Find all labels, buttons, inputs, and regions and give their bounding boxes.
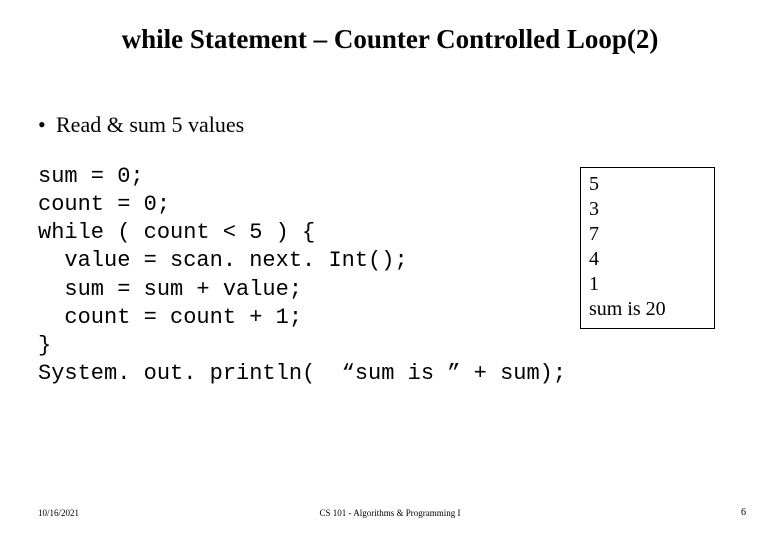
output-line: 5 — [589, 172, 706, 197]
output-line: 4 — [589, 247, 706, 272]
bullet-text: Read & sum 5 values — [56, 112, 244, 137]
code-line: sum = sum + value; — [38, 277, 302, 302]
output-line: 1 — [589, 272, 706, 297]
slide: while Statement – Counter Controlled Loo… — [0, 0, 780, 540]
bullet-item: •Read & sum 5 values — [38, 112, 244, 138]
output-line: 7 — [589, 222, 706, 247]
output-box: 5 3 7 4 1 sum is 20 — [580, 167, 715, 329]
footer-page-number: 6 — [741, 507, 746, 518]
bullet-marker: • — [38, 112, 56, 138]
code-line: value = scan. next. Int(); — [38, 248, 408, 273]
code-line: } — [38, 333, 51, 358]
footer-course: CS 101 - Algorithms & Programming I — [0, 508, 780, 518]
code-line: sum = 0; — [38, 164, 144, 189]
code-line: while ( count < 5 ) { — [38, 220, 315, 245]
code-block: sum = 0; count = 0; while ( count < 5 ) … — [38, 163, 566, 388]
code-line: count = 0; — [38, 192, 170, 217]
code-line: count = count + 1; — [38, 305, 302, 330]
code-line: System. out. println( “sum is ” + sum); — [38, 361, 566, 386]
output-line: sum is 20 — [589, 297, 706, 322]
output-line: 3 — [589, 197, 706, 222]
slide-title: while Statement – Counter Controlled Loo… — [0, 24, 780, 55]
